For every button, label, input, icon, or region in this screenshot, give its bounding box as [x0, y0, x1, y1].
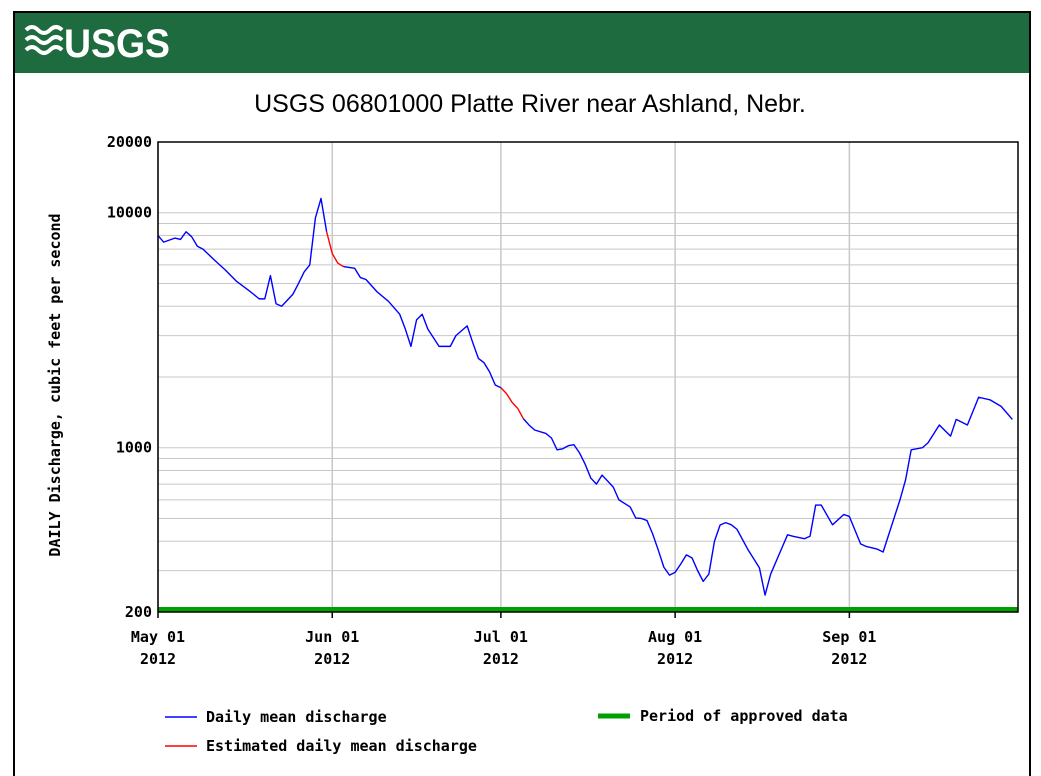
legend-label: Daily mean discharge [206, 708, 387, 726]
plot-border [157, 141, 1019, 613]
x-tick-label: Sep 01 [822, 628, 876, 646]
x-tick-label: 2012 [314, 650, 350, 668]
x-tick-label: Jul 01 [474, 628, 528, 646]
series-line [325, 231, 524, 419]
x-tick-label: 2012 [140, 650, 176, 668]
y-tick-label: 10000 [107, 204, 152, 222]
y-tick-label: 200 [125, 603, 152, 621]
y-tick-label: 1000 [116, 439, 152, 457]
y-axis-label: DAILY Discharge, cubic feet per second [46, 213, 64, 556]
approved-period-bar [158, 607, 1018, 612]
series-line [157, 197, 1013, 596]
chart-title: USGS 06801000 Platte River near Ashland,… [254, 90, 806, 118]
x-tick-label: 2012 [657, 650, 693, 668]
x-tick-label: Aug 01 [648, 628, 702, 646]
y-tick-label: 20000 [107, 133, 152, 151]
logo-text: USGS [64, 22, 170, 66]
legend-label: Estimated daily mean discharge [206, 737, 477, 755]
logo-waves [24, 25, 64, 55]
x-tick-label: Jun 01 [305, 628, 359, 646]
legend-label: Period of approved data [640, 707, 848, 725]
x-tick-label: 2012 [831, 650, 867, 668]
x-tick-label: May 01 [131, 628, 185, 646]
x-tick-label: 2012 [483, 650, 519, 668]
plot: 200 1000 10000 20000 May 01 2012 Jun 01 2012 Jul… [107, 133, 1019, 668]
header [15, 13, 1029, 73]
